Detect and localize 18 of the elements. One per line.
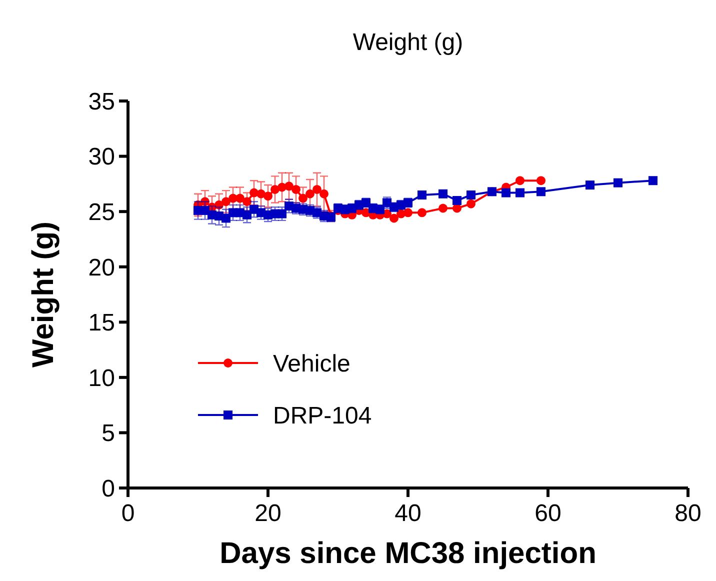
y-tick-label: 25: [88, 198, 115, 226]
x-axis-title: Days since MC38 injection: [220, 537, 596, 570]
y-tick-label: 15: [88, 310, 115, 337]
x-tick-label: 40: [394, 500, 422, 527]
y-tick-label: 30: [88, 144, 115, 171]
chart-title: Weight (g): [352, 29, 464, 56]
x-tick-label: 80: [674, 500, 702, 527]
y-tick-label: 35: [88, 88, 115, 116]
legend-label: Vehicle: [273, 350, 350, 378]
y-tick-label: 0: [102, 475, 115, 502]
x-tick-label: 0: [121, 500, 135, 527]
y-axis-title: Weight (g): [27, 221, 60, 368]
y-tick-label: 10: [88, 364, 115, 392]
x-tick-label: 20: [254, 500, 282, 527]
legend-label: DRP-104: [273, 402, 372, 430]
y-tick-label: 20: [88, 254, 115, 282]
y-tick-label: 5: [102, 420, 115, 448]
x-tick-label: 60: [534, 500, 562, 527]
